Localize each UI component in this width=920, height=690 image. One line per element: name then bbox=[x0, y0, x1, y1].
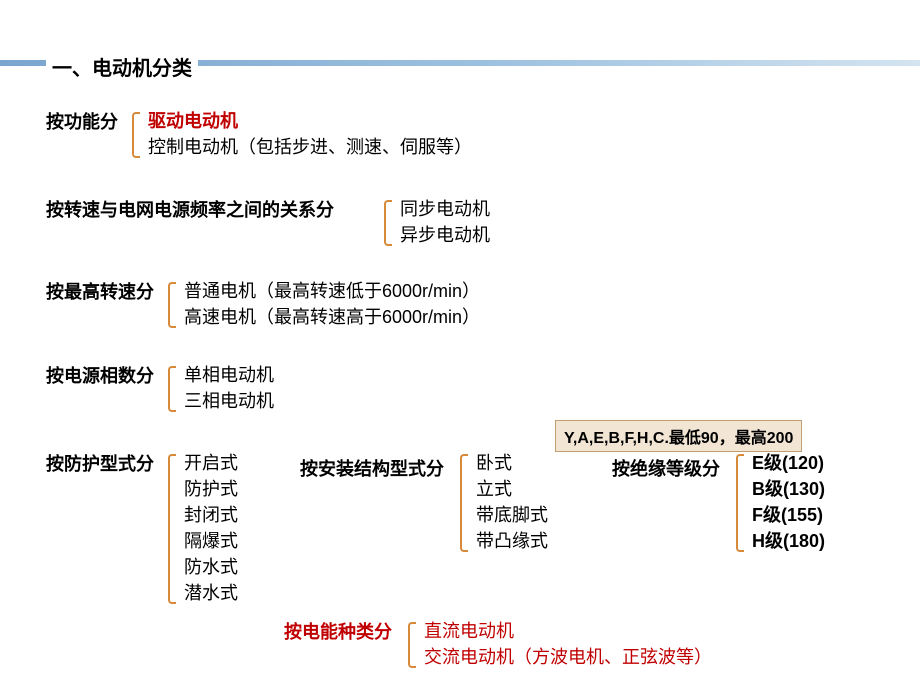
g7-item-2: F级(155) bbox=[752, 502, 823, 528]
g6-item-0: 卧式 bbox=[476, 450, 512, 476]
g8-label: 按电能种类分 bbox=[284, 618, 392, 644]
g3-label: 按最高转速分 bbox=[46, 278, 154, 304]
g1-bracket bbox=[132, 112, 140, 158]
g5-bracket bbox=[168, 454, 176, 604]
g1-item-1: 控制电动机（包括步进、测速、伺服等） bbox=[148, 134, 472, 160]
g6-item-3: 带凸缘式 bbox=[476, 528, 548, 554]
g6-item-2: 带底脚式 bbox=[476, 502, 548, 528]
g5-item-3: 隔爆式 bbox=[184, 528, 238, 554]
g7-item-3: H级(180) bbox=[752, 528, 825, 554]
g2-item-0: 同步电动机 bbox=[400, 196, 490, 222]
g2-item-1: 异步电动机 bbox=[400, 222, 490, 248]
g2-label: 按转速与电网电源频率之间的关系分 bbox=[46, 196, 334, 222]
g4-label: 按电源相数分 bbox=[46, 362, 154, 388]
g5-item-4: 防水式 bbox=[184, 554, 238, 580]
g6-item-1: 立式 bbox=[476, 476, 512, 502]
page-title: 一、电动机分类 bbox=[46, 52, 198, 81]
g3-item-1: 高速电机（最高转速高于6000r/min） bbox=[184, 304, 480, 330]
g5-item-5: 潜水式 bbox=[184, 580, 238, 606]
insulation-note: Y,A,E,B,F,H,C.最低90，最高200 bbox=[555, 420, 802, 452]
g3-bracket bbox=[168, 282, 176, 328]
g8-item-0: 直流电动机 bbox=[424, 618, 514, 644]
g8-bracket bbox=[408, 622, 416, 668]
g3-item-0: 普通电机（最高转速低于6000r/min） bbox=[184, 278, 480, 304]
g5-item-1: 防护式 bbox=[184, 476, 238, 502]
g6-bracket bbox=[460, 454, 468, 552]
g7-item-0: E级(120) bbox=[752, 450, 824, 476]
g4-bracket bbox=[168, 366, 176, 412]
g7-item-1: B级(130) bbox=[752, 476, 825, 502]
g5-label: 按防护型式分 bbox=[46, 450, 154, 476]
g7-bracket bbox=[736, 454, 744, 552]
g4-item-1: 三相电动机 bbox=[184, 388, 274, 414]
g5-item-0: 开启式 bbox=[184, 450, 238, 476]
g8-item-1: 交流电动机（方波电机、正弦波等） bbox=[424, 644, 712, 670]
g4-item-0: 单相电动机 bbox=[184, 362, 274, 388]
g1-item-0: 驱动电动机 bbox=[148, 108, 238, 134]
g7-label: 按绝缘等级分 bbox=[612, 455, 720, 481]
g5-item-2: 封闭式 bbox=[184, 502, 238, 528]
g6-label: 按安装结构型式分 bbox=[300, 455, 444, 481]
g2-bracket bbox=[384, 200, 392, 246]
g1-label: 按功能分 bbox=[46, 108, 118, 134]
